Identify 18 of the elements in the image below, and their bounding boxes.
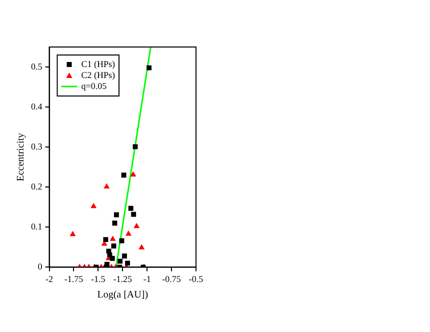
x-axis-title: Log(a [AU])	[97, 290, 148, 301]
x-tick-label: -1	[143, 274, 151, 284]
x-tick-label: -2	[46, 274, 53, 284]
x-tick-label: -1.25	[113, 274, 132, 284]
y-tick-label: 0	[38, 262, 43, 272]
legend-label: C1 (HPs)	[81, 58, 116, 69]
x-tick-label: -0.5	[188, 274, 204, 284]
y-tick-label: 0.1	[31, 222, 42, 232]
y-tick-label: 0.3	[31, 141, 43, 152]
y-axis-title: Eccentricity	[16, 132, 27, 182]
x-tick-label: -1.5	[91, 274, 106, 284]
x-tick-label: -0.75	[162, 274, 182, 284]
legend-label: C2 (HPs)	[81, 70, 116, 80]
x-tick-label: -1.75	[64, 274, 84, 284]
y-tick-label: 0.4	[31, 101, 43, 112]
y-tick-label: 0.2	[31, 181, 42, 192]
y-tick-label: 0.5	[31, 61, 43, 72]
legend-label: q=0.05	[81, 80, 108, 91]
